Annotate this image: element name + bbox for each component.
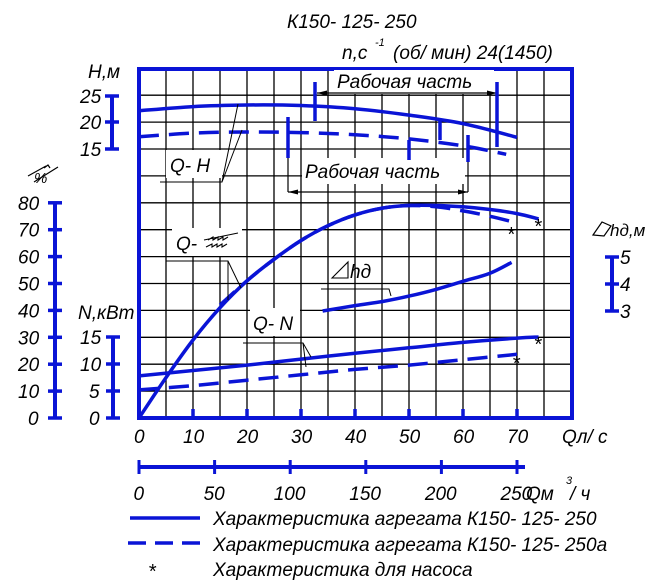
npsh-tick-3: 3: [620, 302, 631, 323]
power-tick-label: 5: [89, 382, 100, 403]
power-tick-label: 10: [80, 355, 102, 376]
npsh-tick-4: 4: [620, 275, 631, 296]
x2-axis-label-suffix: / ч: [568, 484, 591, 505]
head-tick-15: 15: [80, 140, 102, 161]
legend-item-dashed: Характеристика агрегата К150- 125- 250а: [212, 535, 607, 556]
legend-item-solid: Характеристика агрегата К150- 125- 250: [212, 509, 597, 530]
x2-axis-label: Qм: [526, 484, 554, 505]
delta-symbol-icon: [591, 221, 612, 237]
efficiency-tick-label: 40: [18, 301, 40, 322]
x2-tick-label: 150: [349, 484, 381, 505]
power-axis: N,кВт 15 10 5 0: [78, 303, 134, 430]
speed-label: n,с -1 (об/ мин) 24(1450): [342, 37, 553, 64]
npsh-tick-5: 5: [620, 248, 631, 269]
efficiency-axis: % 80 70 60 50 40 30 20 10 0: [17, 164, 62, 430]
legend-marker-symbol: *: [148, 561, 157, 580]
working-zone-upper: Рабочая часть: [313, 70, 499, 147]
legend: Характеристика агрегата К150- 125- 250 Х…: [128, 509, 607, 580]
label-qh: Q- H: [160, 103, 243, 183]
x-axis-label: Qл/ с: [562, 427, 608, 448]
x-axis-flow-ls: 0 10 20 30 40 50 60 70: [134, 409, 529, 448]
label-npsh-text: hд: [350, 262, 371, 283]
head-tick-25: 25: [79, 87, 102, 108]
label-qh-text: Q- H: [170, 156, 210, 177]
efficiency-tick-label: 0: [28, 409, 39, 430]
pump-marker-asterisk: *: [534, 216, 543, 238]
chart-title: К150- 125- 250: [287, 12, 417, 33]
curve-q-η-к150-125-250а: [218, 203, 513, 307]
speed-label-superscript: -1: [375, 37, 385, 49]
x2-axis-label-superscript: 3: [566, 475, 573, 487]
x2-tick-label: 100: [274, 484, 306, 505]
eta-symbol-icon: [203, 232, 239, 248]
working-zone-lower-label: Рабочая часть: [305, 162, 440, 183]
npsh-axis-label: hд,м: [610, 221, 646, 240]
curve-q-n-к150-125-250: [138, 335, 539, 378]
power-tick-label: 15: [80, 328, 102, 349]
label-qeta-text: Q-: [176, 234, 197, 255]
x-tick-label: 0: [134, 427, 145, 448]
x-tick-label: 50: [399, 427, 421, 448]
x2-tick-label: 0: [134, 484, 145, 505]
head-tick-20: 20: [79, 113, 102, 134]
x-tick-label: 70: [507, 427, 529, 448]
label-qn: Q- N: [243, 308, 312, 368]
pump-marker-asterisk: *: [507, 224, 516, 246]
efficiency-tick-label: 50: [18, 275, 40, 296]
x-tick-label: 40: [345, 427, 367, 448]
x2-tick-label: 250: [500, 484, 533, 505]
curve-q-h-к150-125-250: [138, 103, 518, 139]
label-qn-text: Q- N: [253, 314, 293, 335]
power-tick-label: 0: [89, 409, 100, 430]
x-axis-flow-m3h: 0 50 100 150 200 250 Qм 3 / ч: [134, 460, 591, 505]
efficiency-tick-label: 10: [18, 382, 40, 403]
power-axis-label: N,кВт: [78, 303, 134, 324]
speed-label-prefix: n,с: [342, 43, 368, 64]
x-tick-label: 20: [236, 427, 259, 448]
efficiency-tick-label: 60: [18, 248, 40, 269]
efficiency-tick-label: 20: [17, 355, 40, 376]
pump-marker-asterisk: *: [512, 353, 521, 375]
pump-marker-asterisk: *: [534, 334, 543, 356]
curve-q-hд: [322, 260, 513, 313]
delta-icon: [330, 260, 349, 279]
curve-q-η-к150-125-250: [137, 203, 540, 419]
label-qeta: Q-: [166, 228, 242, 300]
working-zone-upper-label: Рабочая часть: [337, 72, 472, 93]
x-tick-label: 30: [291, 427, 313, 448]
head-axis: Н,м 25 20 15: [79, 62, 120, 161]
efficiency-tick-label: 80: [18, 194, 40, 215]
x2-tick-label: 200: [424, 484, 457, 505]
speed-label-suffix: (об/ мин) 24(1450): [393, 43, 553, 64]
x2-tick-label: 50: [204, 484, 226, 505]
x-tick-label: 10: [183, 427, 205, 448]
head-axis-label: Н,м: [88, 62, 120, 83]
legend-item-marker: Характеристика для насоса: [212, 560, 473, 580]
efficiency-tick-label: 30: [18, 328, 40, 349]
npsh-axis: hд,м 5 4 3: [591, 221, 646, 323]
curves: [137, 103, 540, 419]
label-npsh: hд: [321, 260, 392, 297]
curve-q-h-к150-125-250а: [138, 130, 507, 157]
efficiency-symbol-icon: %: [27, 164, 59, 187]
efficiency-tick-label: 70: [18, 221, 40, 242]
working-zone-lower: Рабочая часть: [286, 117, 470, 195]
curve-q-n-к150-125-250а: [138, 352, 518, 392]
x-tick-label: 60: [453, 427, 475, 448]
pump-markers: * * * *: [507, 216, 543, 375]
